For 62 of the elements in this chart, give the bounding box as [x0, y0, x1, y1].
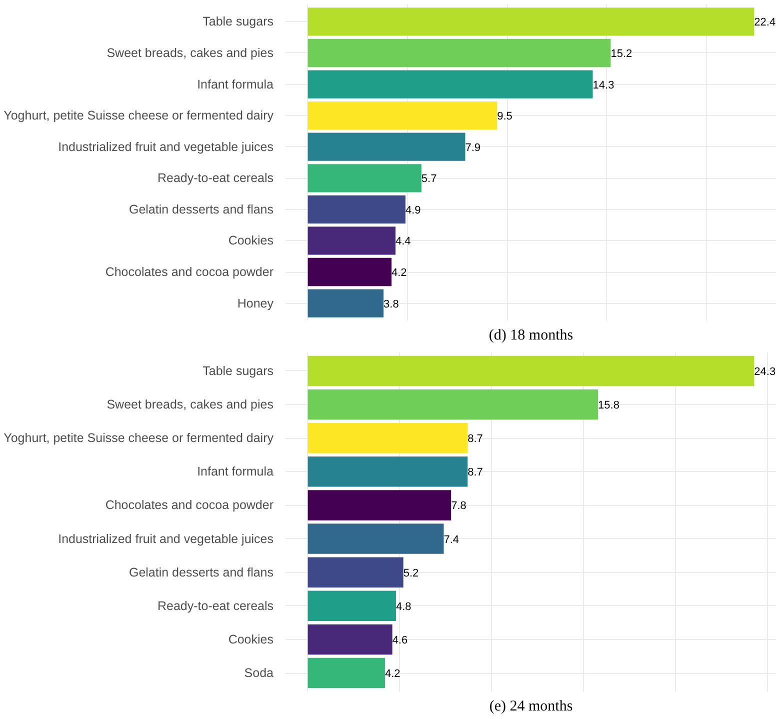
data-label: 3.8: [384, 298, 399, 310]
y-tick-label: Ready-to-eat cereals: [157, 598, 274, 613]
y-tick-label: Sweet breads, cakes and pies: [106, 398, 274, 412]
data-label: 4.6: [392, 634, 408, 646]
bar: [308, 164, 422, 192]
data-label: 4.4: [395, 236, 411, 248]
bar: [308, 101, 498, 130]
data-label: 4.2: [384, 668, 400, 680]
data-label: 4.9: [405, 204, 421, 216]
data-label: 4.2: [392, 267, 407, 280]
y-tick-label: Infant formula: [197, 464, 274, 479]
y-tick-label: Gelatin desserts and flans: [128, 565, 274, 580]
bar: [308, 557, 404, 588]
bar: [308, 195, 406, 224]
data-label: 8.7: [468, 433, 483, 446]
y-tick-label: Chocolates and cocoa powder: [105, 498, 274, 512]
data-label: 7.8: [451, 500, 466, 512]
bar: [308, 389, 598, 420]
data-label: 5.7: [421, 173, 437, 186]
bar: [308, 258, 392, 286]
y-tick-label: Sweet breads, cakes and pies: [106, 46, 274, 60]
data-label: 7.9: [465, 142, 481, 154]
bar: [308, 132, 466, 161]
bar: [308, 8, 754, 36]
y-tick-label: Ready-to-eat cereals: [157, 171, 274, 186]
bar: [308, 658, 385, 688]
data-label: 4.8: [396, 600, 412, 613]
y-tick-label: Infant formula: [197, 77, 274, 92]
y-tick-label: Yoghurt, petite Suisse cheese or fermented dairy: [4, 431, 274, 446]
y-tick-label: Cookies: [228, 632, 274, 646]
y-tick-label: Soda: [244, 666, 274, 680]
data-label: 14.3: [592, 79, 614, 92]
bar: [308, 624, 392, 655]
y-tick-label: Gelatin desserts and flans: [128, 202, 274, 216]
bar: [308, 490, 452, 520]
bar: [308, 226, 396, 255]
y-tick-label: Industrialized fruit and vegetable juices: [58, 140, 274, 154]
bar: [308, 70, 593, 98]
bar: [308, 289, 384, 318]
bar: [308, 422, 468, 454]
y-tick-label: Industrialized fruit and vegetable juices: [58, 532, 274, 546]
text: (d) 18 months: [488, 328, 574, 344]
y-tick-label: Table sugars: [202, 14, 274, 29]
data-label: 24.3: [754, 366, 776, 378]
data-label: 7.4: [444, 534, 460, 546]
y-tick-label: Chocolates and cocoa powder: [105, 265, 274, 280]
y-tick-label: Cookies: [228, 234, 274, 248]
data-label: 15.8: [598, 400, 620, 412]
y-tick-label: Yoghurt, petite Suisse cheese or fermented dairy: [4, 108, 274, 123]
data-label: 8.7: [468, 466, 483, 479]
data-label: 5.2: [403, 567, 419, 580]
bar: [308, 356, 754, 386]
bar: [308, 456, 468, 487]
data-label: 9.5: [497, 110, 512, 123]
data-label: 22.4: [754, 16, 776, 29]
y-tick-label: Table sugars: [202, 364, 274, 378]
bar: [308, 38, 611, 68]
bar: [308, 590, 396, 622]
y-tick-label: Honey: [237, 296, 274, 310]
data-label: 15.2: [610, 48, 632, 60]
text: (e) 24 months: [489, 698, 573, 714]
bar: [308, 524, 444, 554]
